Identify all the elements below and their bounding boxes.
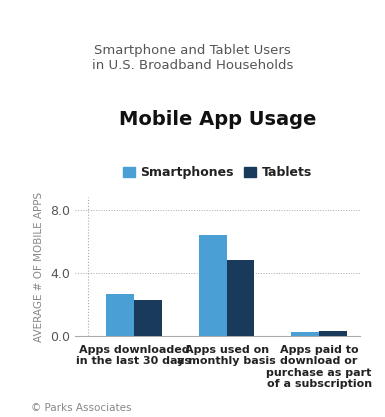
Y-axis label: AVERAGE # OF MOBILE APPS: AVERAGE # OF MOBILE APPS [34, 191, 44, 342]
Bar [226, 260, 254, 337]
Bar [199, 235, 226, 337]
Bar [134, 300, 162, 337]
Text: Smartphone and Tablet Users
in U.S. Broadband Households: Smartphone and Tablet Users in U.S. Broa… [92, 44, 293, 72]
Bar [291, 332, 319, 337]
Bar [106, 294, 134, 337]
Bar [319, 331, 347, 337]
Title: Mobile App Usage: Mobile App Usage [119, 110, 316, 128]
Legend: Smartphones, Tablets: Smartphones, Tablets [118, 161, 317, 184]
Text: © Parks Associates: © Parks Associates [31, 403, 131, 413]
